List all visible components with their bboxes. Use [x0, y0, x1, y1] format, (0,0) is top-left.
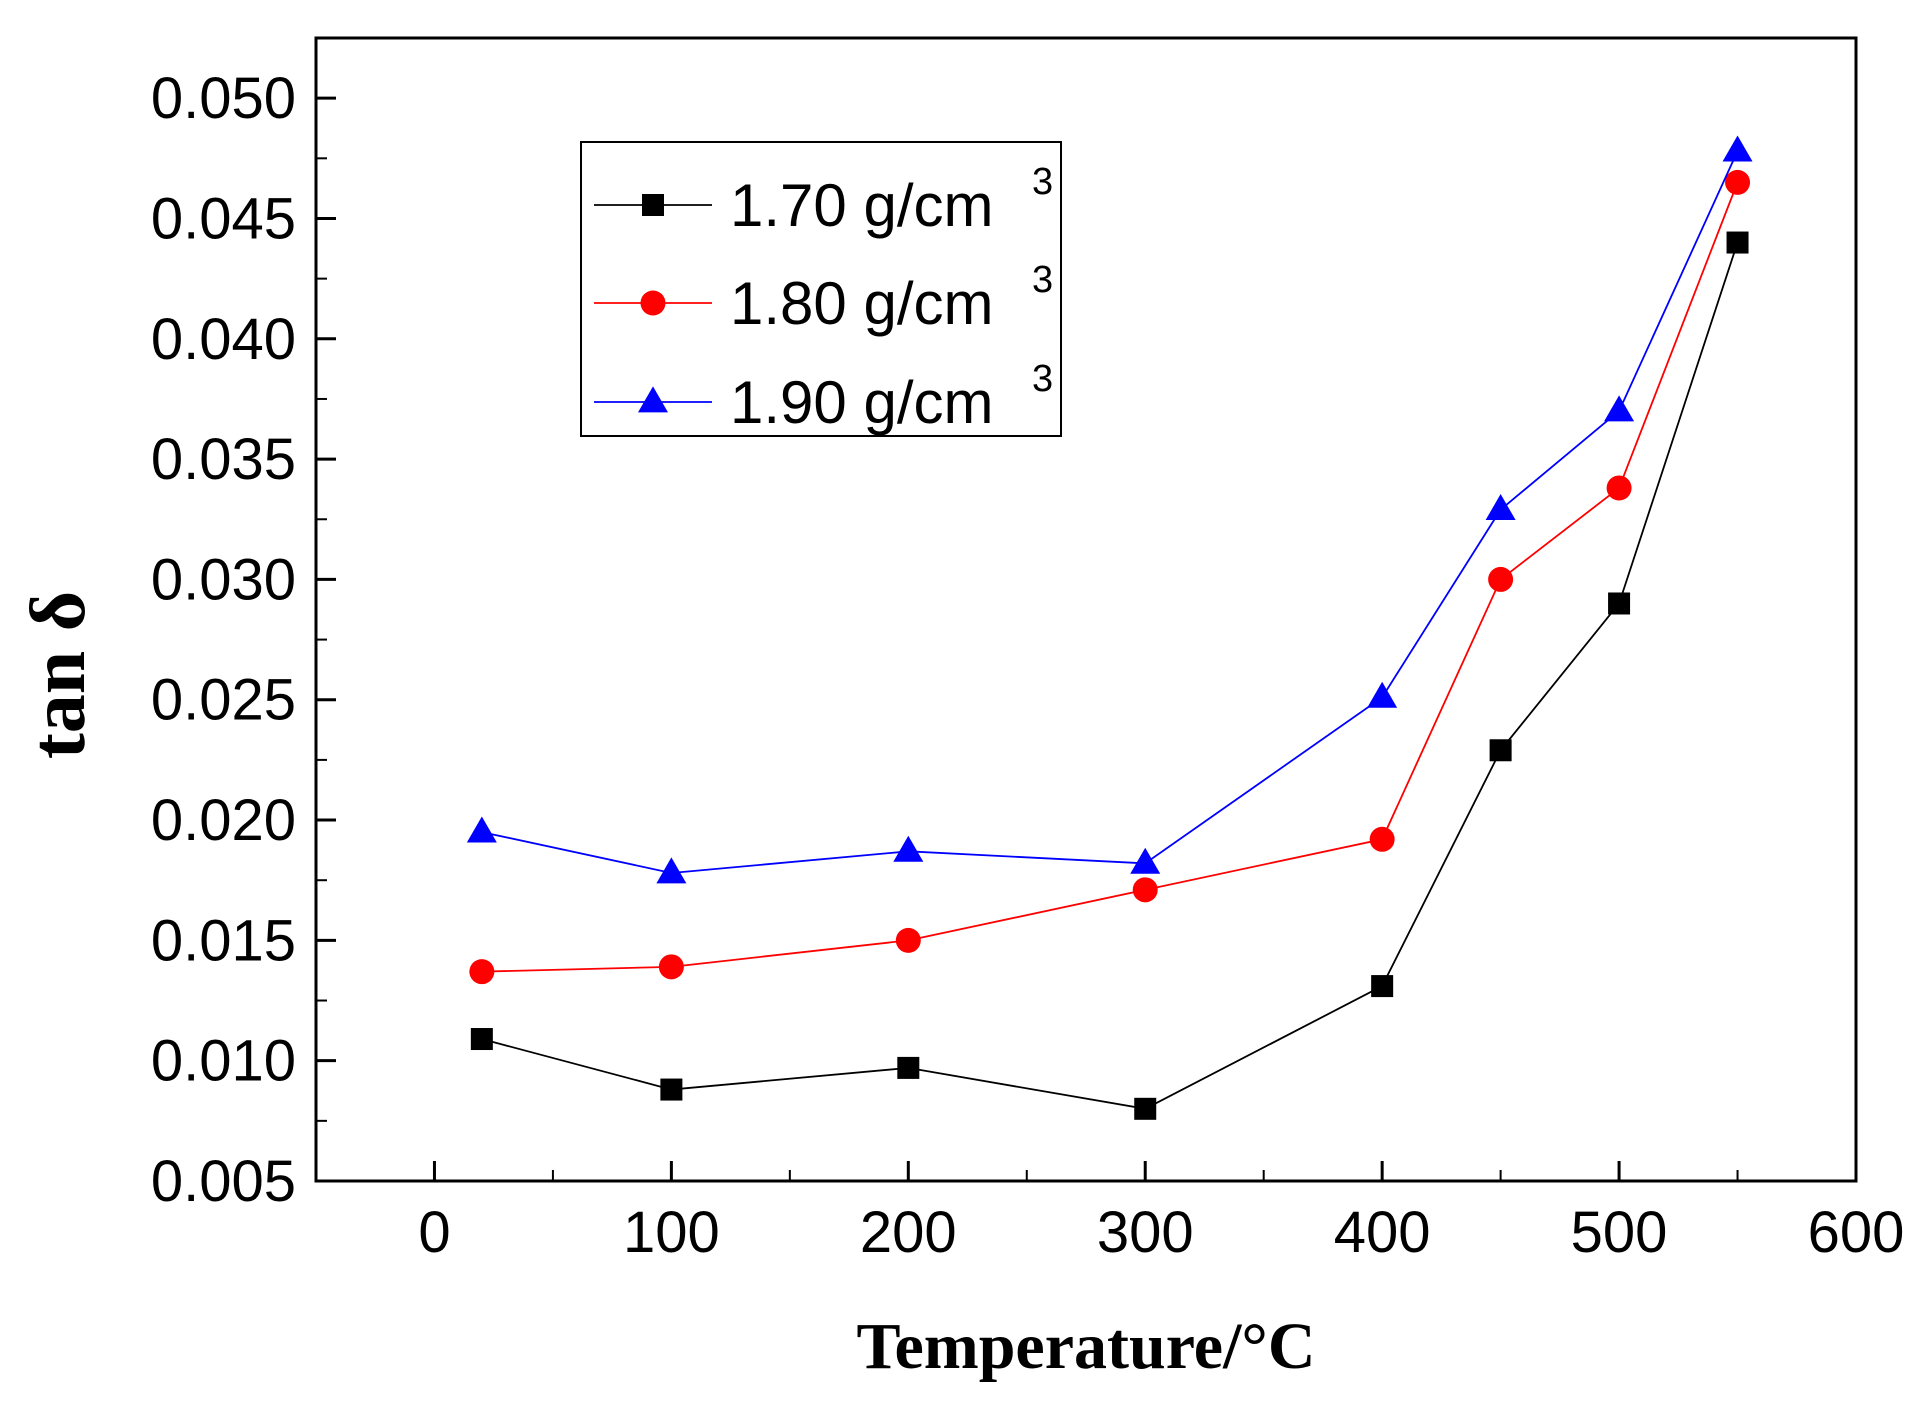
data-point	[1608, 592, 1631, 615]
y-tick-label: 0.040	[151, 307, 296, 372]
data-point	[1130, 847, 1161, 874]
series-line	[481, 150, 1739, 874]
data-point	[897, 1056, 920, 1079]
data-point	[1485, 494, 1516, 521]
data-point	[1725, 169, 1751, 195]
data-point	[656, 857, 687, 884]
series-1	[470, 231, 1749, 1120]
data-point	[1132, 877, 1158, 903]
legend-label-superscript: 3	[1032, 259, 1053, 301]
y-tick-label: 0.045	[151, 186, 296, 251]
data-point	[1722, 135, 1753, 162]
y-axis-title: tan δ	[14, 591, 101, 759]
data-point	[660, 1078, 683, 1101]
legend-label-superscript: 3	[1032, 358, 1053, 400]
plot-frame	[314, 36, 1858, 1183]
x-tick-label: 500	[1571, 1200, 1668, 1265]
legend-item: 1.70 g/cm 3	[594, 161, 1053, 239]
data-point	[658, 954, 684, 980]
x-tick-label: 400	[1334, 1200, 1431, 1265]
y-tick-label: 0.020	[151, 788, 296, 853]
data-point	[1606, 475, 1632, 501]
data-point	[1604, 395, 1635, 422]
data-point	[1488, 566, 1514, 592]
x-tick-label: 300	[1097, 1200, 1194, 1265]
legend-label-superscript: 3	[1032, 161, 1053, 203]
y-tick-label: 0.010	[151, 1029, 296, 1094]
data-point	[1371, 975, 1394, 998]
y-tick-label: 0.015	[151, 908, 296, 973]
data-series	[466, 135, 1753, 1120]
y-tick-labels: 0.005 0.010 0.015 0.020 0.025 0.030 0.035 0.040…	[151, 66, 296, 1214]
data-point	[466, 816, 497, 843]
data-point	[1134, 1097, 1157, 1120]
series-3	[466, 135, 1753, 884]
data-point	[895, 927, 921, 953]
data-point	[1489, 739, 1512, 762]
legend-label: 1.80 g/cm	[730, 270, 993, 337]
data-point	[1726, 231, 1749, 254]
x-tick-label: 0	[418, 1200, 450, 1265]
x-tick-label: 100	[623, 1200, 720, 1265]
y-tick-label: 0.050	[151, 66, 296, 131]
data-point	[470, 1028, 493, 1051]
legend-label: 1.90 g/cm	[730, 369, 993, 436]
y-tick-label: 0.035	[151, 427, 296, 492]
data-point	[1369, 826, 1395, 852]
legend-label: 1.70 g/cm	[730, 172, 993, 239]
y-tick-label: 0.005	[151, 1149, 296, 1214]
x-tick-labels: 0 100 200 300 400 500 600	[418, 1200, 1904, 1265]
series-2	[469, 169, 1751, 985]
legend-marker	[638, 386, 668, 413]
legend-item: 1.80 g/cm 3	[594, 259, 1053, 337]
data-point	[1367, 681, 1398, 708]
x-tick-label: 200	[860, 1200, 957, 1265]
legend-marker	[640, 290, 666, 316]
y-tick-label: 0.030	[151, 547, 296, 612]
legend: 1.70 g/cm 3 1.80 g/cm 3 1.90 g/cm 3	[580, 141, 1062, 437]
x-axis-title: Temperature/°C	[856, 1310, 1315, 1383]
legend-marker	[642, 194, 664, 216]
data-point	[469, 959, 495, 985]
series-line	[481, 182, 1739, 973]
data-point	[893, 835, 924, 862]
legend-item: 1.90 g/cm 3	[594, 358, 1053, 436]
x-tick-label: 600	[1808, 1200, 1905, 1265]
y-tick-label: 0.025	[151, 668, 296, 733]
legend-box	[580, 141, 1062, 437]
legend-items: 1.70 g/cm 3 1.80 g/cm 3 1.90 g/cm 3	[594, 161, 1053, 436]
series-line	[481, 242, 1739, 1110]
